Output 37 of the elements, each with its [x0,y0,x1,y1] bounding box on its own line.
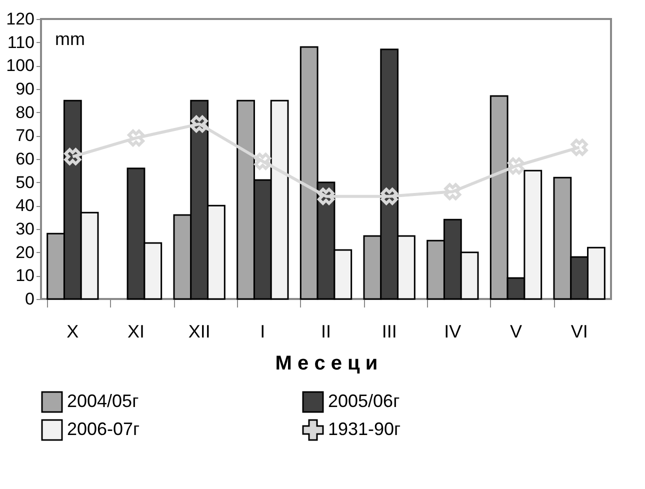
y-tick-label: 50 [16,172,34,192]
annotation: mm [55,29,85,49]
y-tick-label: 20 [16,242,34,262]
y-tick-label: 10 [16,266,34,286]
x-tick-label: IV [444,322,462,342]
point [64,148,82,166]
y-tick-label: 40 [16,196,34,216]
y-tick-label: 80 [16,102,34,122]
x-tick-label: VI [570,322,588,342]
y-tick-label: 120 [6,10,34,28]
point [380,188,398,205]
legend-label: 2006-07г [67,419,140,439]
x-tick-label: II [320,322,332,342]
x-tick-label: I [260,322,266,342]
x-tick-label: III [382,322,397,342]
x-axis-title: М е с е ц и [275,352,378,374]
y-tick-label: 30 [16,220,34,238]
y-tick-label: 110 [7,32,34,52]
point [444,183,462,200]
legend-label: 2005/06г [328,391,400,411]
y-tick-label: 70 [16,126,34,146]
y-tick-label: 100 [6,56,34,76]
x-tick-label: XI [127,322,145,342]
point [318,188,334,205]
point [508,158,524,174]
point [128,130,144,146]
x-tick-label: XII [188,322,210,342]
x-tick-label: X [66,322,79,342]
legend-label: 2004/05г [67,391,140,411]
y-tick-label: 90 [16,80,34,98]
point [190,116,208,132]
y-tick-label: 60 [16,150,34,168]
point [254,152,272,170]
y-tick-label: 0 [25,290,34,308]
point [570,138,588,156]
legend-label: 1931-90г [328,419,402,439]
x-tick-label: V [510,322,522,342]
